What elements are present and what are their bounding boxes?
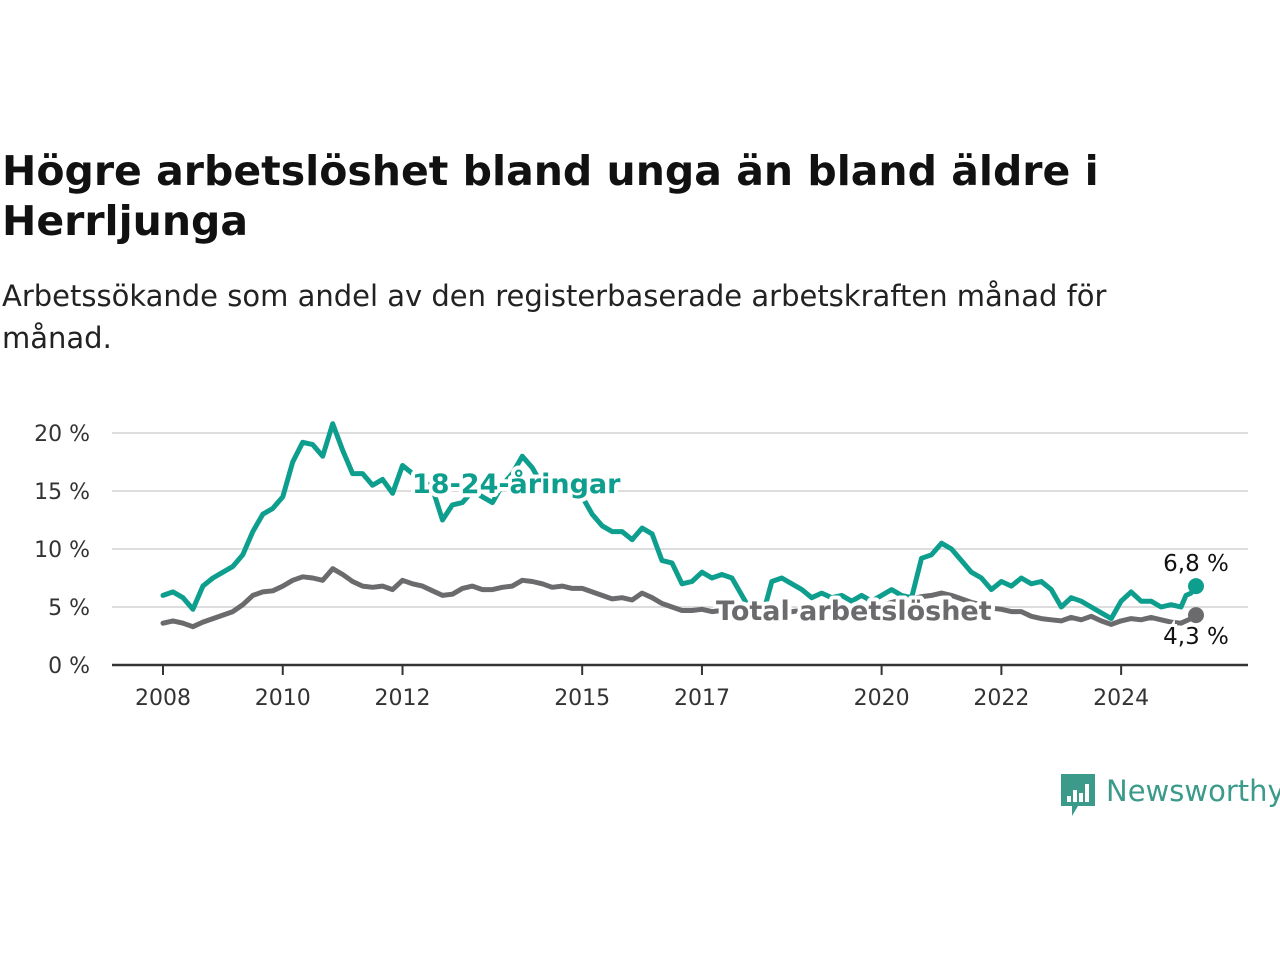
series-lines bbox=[160, 421, 1204, 630]
x-tick-label: 2024 bbox=[1093, 686, 1149, 711]
line-chart: 0 %5 %10 %15 %20 % 2008 2010 2012 2015 2017 2… bbox=[34, 421, 1248, 711]
chart-title: Högre arbetslöshet bland unga än bland ä… bbox=[2, 147, 1099, 245]
y-tick-label: 15 % bbox=[34, 480, 90, 505]
series-label-total: Total arbetslöshet bbox=[716, 596, 992, 627]
y-tick-label: 10 % bbox=[34, 538, 90, 563]
y-tick-label: 20 % bbox=[34, 422, 90, 447]
x-tick-label: 2008 bbox=[135, 686, 191, 711]
end-point-youth bbox=[1188, 578, 1204, 595]
end-point-total bbox=[1188, 607, 1204, 624]
y-tick-label: 5 % bbox=[48, 596, 90, 621]
x-tick-label: 2010 bbox=[255, 686, 311, 711]
series-line-youth bbox=[160, 421, 1199, 622]
x-tick-label: 2017 bbox=[674, 686, 730, 711]
x-tick-label: 2022 bbox=[973, 686, 1029, 711]
y-tick-label: 0 % bbox=[48, 654, 90, 679]
end-label-total: 4,3 % bbox=[1163, 624, 1229, 650]
x-tick-label: 2015 bbox=[554, 686, 610, 711]
end-label-youth: 6,8 % bbox=[1163, 551, 1229, 577]
x-axis: 2008 2010 2012 2015 2017 2020 2022 2024 bbox=[112, 663, 1248, 711]
x-tick-label: 2012 bbox=[375, 686, 431, 711]
brand-name: Newsworthy bbox=[1106, 774, 1280, 808]
newsworthy-logo-icon bbox=[1061, 774, 1095, 816]
newsworthy-logo[interactable]: Newsworthy bbox=[1058, 772, 1280, 818]
series-line-total bbox=[160, 566, 1199, 630]
y-axis-tick-labels: 0 % 5 % 10 % 15 % 20 % bbox=[34, 422, 90, 679]
chart-subtitle: Arbetssökande som andel av den registerb… bbox=[2, 279, 1107, 355]
series-labels: 18-24-åringar Total arbetslöshet 6,8 % 4,3 … bbox=[408, 464, 1232, 653]
x-tick-label: 2020 bbox=[854, 686, 910, 711]
series-label-youth: 18-24-åringar bbox=[412, 468, 621, 500]
